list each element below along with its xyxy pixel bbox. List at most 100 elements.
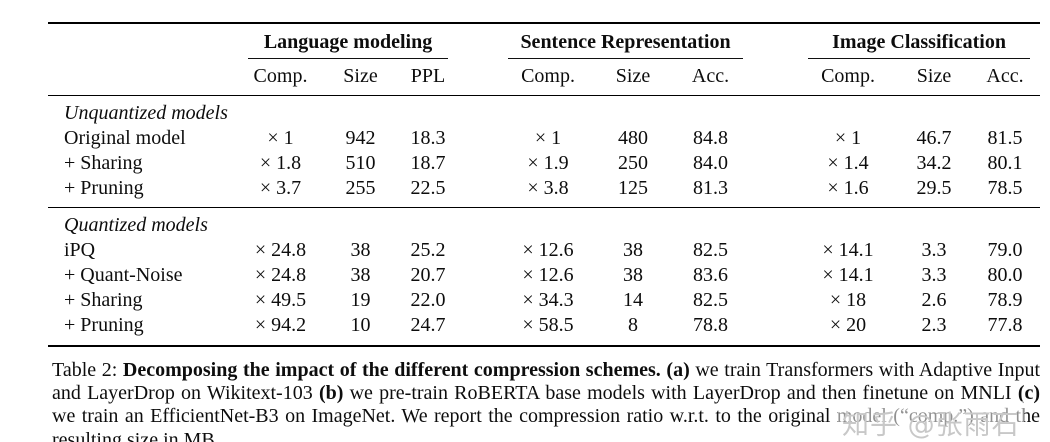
group-language-modeling: Language modeling [238, 23, 458, 60]
cell-sr-comp: × 58.5 [498, 313, 599, 347]
cell-ic-comp: × 20 [798, 313, 899, 347]
group-sentence-representation: Sentence Representation [498, 23, 753, 60]
cell-ic-acc: 81.5 [987, 127, 1023, 149]
cell-sr-comp: × 12.6 [522, 239, 574, 261]
section-title: Unquantized models [64, 102, 228, 124]
cell-sr-size: 250 [618, 152, 649, 174]
row-label: + Quant-Noise [64, 264, 183, 286]
col-header-ppl: PPL [398, 60, 459, 96]
section-title-row: Unquantized models [48, 96, 1040, 127]
cell-sr-acc: 82.5 [693, 289, 729, 311]
column-spacer [753, 238, 798, 263]
table-row: + Pruning × 3.7 255 22.5 × 3.8 125 81.3 … [48, 176, 1040, 208]
column-spacer [753, 151, 798, 176]
cell-sr-size: 8 [598, 313, 669, 347]
column-spacer [753, 60, 799, 96]
group-label: Sentence Representation [508, 31, 744, 59]
column-spacer [753, 313, 799, 347]
group-label: Image Classification [808, 31, 1031, 59]
cell-lm-comp: × 1.8 [259, 152, 302, 174]
cell-sr-size: 480 [618, 127, 649, 149]
caption-text: we pre-train RoBERTA base models with La… [343, 382, 1018, 405]
cell-lm-comp: × 94.2 [238, 313, 323, 347]
column-spacer [458, 60, 499, 96]
cell-ic-comp: × 1 [834, 127, 862, 149]
col-header-comp: Comp. [238, 60, 323, 96]
cell-lm-size: 10 [323, 313, 398, 347]
column-spacer [753, 263, 798, 288]
cell-ic-size: 2.3 [898, 313, 971, 347]
caption-table-number: Table 2: [52, 359, 123, 381]
cell-ic-size: 34.2 [916, 152, 952, 174]
cell-ic-comp: × 1.4 [827, 152, 869, 174]
col-header-acc: Acc. [668, 60, 754, 96]
section-title-row: Quantized models [48, 207, 1041, 238]
row-label: + Pruning [64, 177, 144, 199]
cell-lm-ppl: 18.3 [410, 127, 446, 149]
cell-ic-acc: 80.0 [987, 264, 1023, 286]
table-row: iPQ × 24.8 38 25.2 × 12.6 38 82.5 × 14.1… [48, 238, 1040, 263]
corner-cell [48, 60, 238, 96]
table-row: + Sharing × 1.8 510 18.7 × 1.9 250 84.0 … [48, 151, 1040, 176]
cell-sr-comp: × 34.3 [522, 289, 574, 311]
column-spacer [753, 176, 798, 208]
column-spacer [458, 23, 498, 60]
cell-lm-comp: × 3.7 [259, 177, 302, 199]
col-header-comp: Comp. [498, 60, 599, 96]
group-header-row: Language modeling Sentence Representatio… [48, 23, 1040, 60]
row-label: + Sharing [64, 289, 143, 311]
cell-lm-size: 255 [345, 177, 376, 199]
cell-ic-acc: 78.5 [987, 177, 1023, 199]
col-header-comp: Comp. [798, 60, 899, 96]
column-spacer [753, 288, 798, 313]
caption-bold-title: Decomposing the impact of the different … [122, 359, 667, 381]
cell-ic-acc: 78.9 [987, 289, 1023, 311]
cell-ic-size: 2.6 [921, 289, 947, 311]
cell-sr-acc: 81.3 [693, 177, 729, 199]
compression-results-table: Language modeling Sentence Representatio… [48, 22, 1041, 347]
cell-ic-size: 3.3 [921, 264, 947, 286]
column-spacer [753, 23, 798, 60]
group-label: Language modeling [248, 31, 449, 59]
col-header-acc: Acc. [970, 60, 1041, 96]
cell-ic-comp: × 18 [829, 289, 867, 311]
cell-sr-comp: × 1.9 [527, 152, 569, 174]
cell-ic-comp: × 1.6 [827, 177, 869, 199]
cell-lm-size: 38 [350, 264, 371, 286]
cell-lm-comp: × 1 [267, 127, 294, 149]
cell-sr-size: 38 [623, 264, 644, 286]
row-label: + Sharing [64, 152, 143, 174]
column-spacer [458, 238, 498, 263]
column-spacer [753, 126, 798, 151]
caption-marker-a: (a) [666, 359, 690, 381]
column-spacer [458, 263, 498, 288]
zhihu-watermark: 知乎 @张雨石 [838, 401, 1024, 442]
cell-ic-acc: 77.8 [970, 313, 1041, 347]
cell-lm-size: 38 [350, 239, 371, 261]
cell-ic-comp: × 14.1 [822, 239, 874, 261]
cell-lm-size: 19 [350, 289, 371, 311]
cell-sr-acc: 78.8 [668, 313, 754, 347]
col-header-size: Size [323, 60, 398, 96]
cell-sr-acc: 82.5 [693, 239, 729, 261]
column-spacer [458, 288, 498, 313]
row-label: + Pruning [48, 313, 238, 347]
group-image-classification: Image Classification [798, 23, 1040, 60]
cell-sr-comp: × 3.8 [527, 177, 569, 199]
cell-lm-ppl: 20.7 [410, 264, 446, 286]
caption-text: we train Transformers with Adaptive Inpu… [52, 359, 1040, 405]
cell-lm-comp: × 49.5 [254, 289, 307, 311]
column-spacer [458, 313, 499, 347]
cell-ic-size: 46.7 [916, 127, 952, 149]
cell-ic-size: 3.3 [921, 239, 947, 261]
cell-sr-acc: 84.0 [693, 152, 729, 174]
cell-lm-ppl: 18.7 [410, 152, 446, 174]
col-header-size: Size [598, 60, 669, 96]
cell-lm-size: 510 [345, 152, 376, 174]
cell-lm-ppl: 25.2 [410, 239, 446, 261]
table-row: + Quant-Noise × 24.8 38 20.7 × 12.6 38 8… [48, 263, 1040, 288]
cell-lm-comp: × 24.8 [254, 239, 307, 261]
cell-sr-size: 14 [623, 289, 644, 311]
cell-sr-comp: × 1 [534, 127, 562, 149]
cell-lm-size: 942 [345, 127, 376, 149]
